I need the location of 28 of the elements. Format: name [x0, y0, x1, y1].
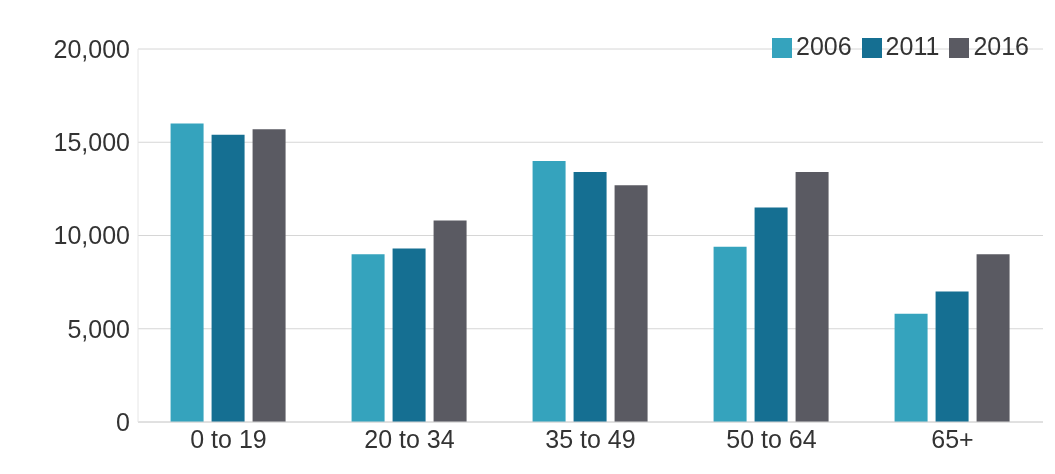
bar — [211, 134, 245, 422]
bar — [392, 248, 426, 422]
legend-label: 2006 — [795, 32, 852, 60]
bar — [433, 220, 467, 422]
bar — [713, 246, 747, 422]
bar — [976, 254, 1010, 422]
x-tick-label: 20 to 34 — [364, 424, 455, 453]
x-tick-label: 35 to 49 — [545, 424, 636, 453]
x-tick-label: 50 to 64 — [726, 424, 817, 453]
bar — [351, 254, 385, 422]
bar — [252, 129, 286, 422]
legend-label: 2016 — [973, 32, 1029, 60]
y-tick-label: 15,000 — [53, 128, 130, 157]
y-tick-label: 20,000 — [53, 34, 130, 63]
bar — [795, 172, 829, 422]
y-tick-label: 0 — [116, 407, 130, 436]
y-tick-label: 5,000 — [67, 314, 130, 343]
bar — [614, 185, 648, 422]
bar — [894, 313, 928, 422]
x-tick-label: 0 to 19 — [190, 424, 267, 453]
y-tick-label: 10,000 — [53, 221, 130, 250]
legend-label: 2011 — [885, 32, 940, 60]
bar — [532, 160, 566, 422]
bar — [935, 291, 969, 422]
bar — [754, 207, 788, 422]
x-tick-label: 65+ — [931, 424, 974, 453]
bar — [573, 172, 607, 422]
bar — [170, 123, 204, 422]
